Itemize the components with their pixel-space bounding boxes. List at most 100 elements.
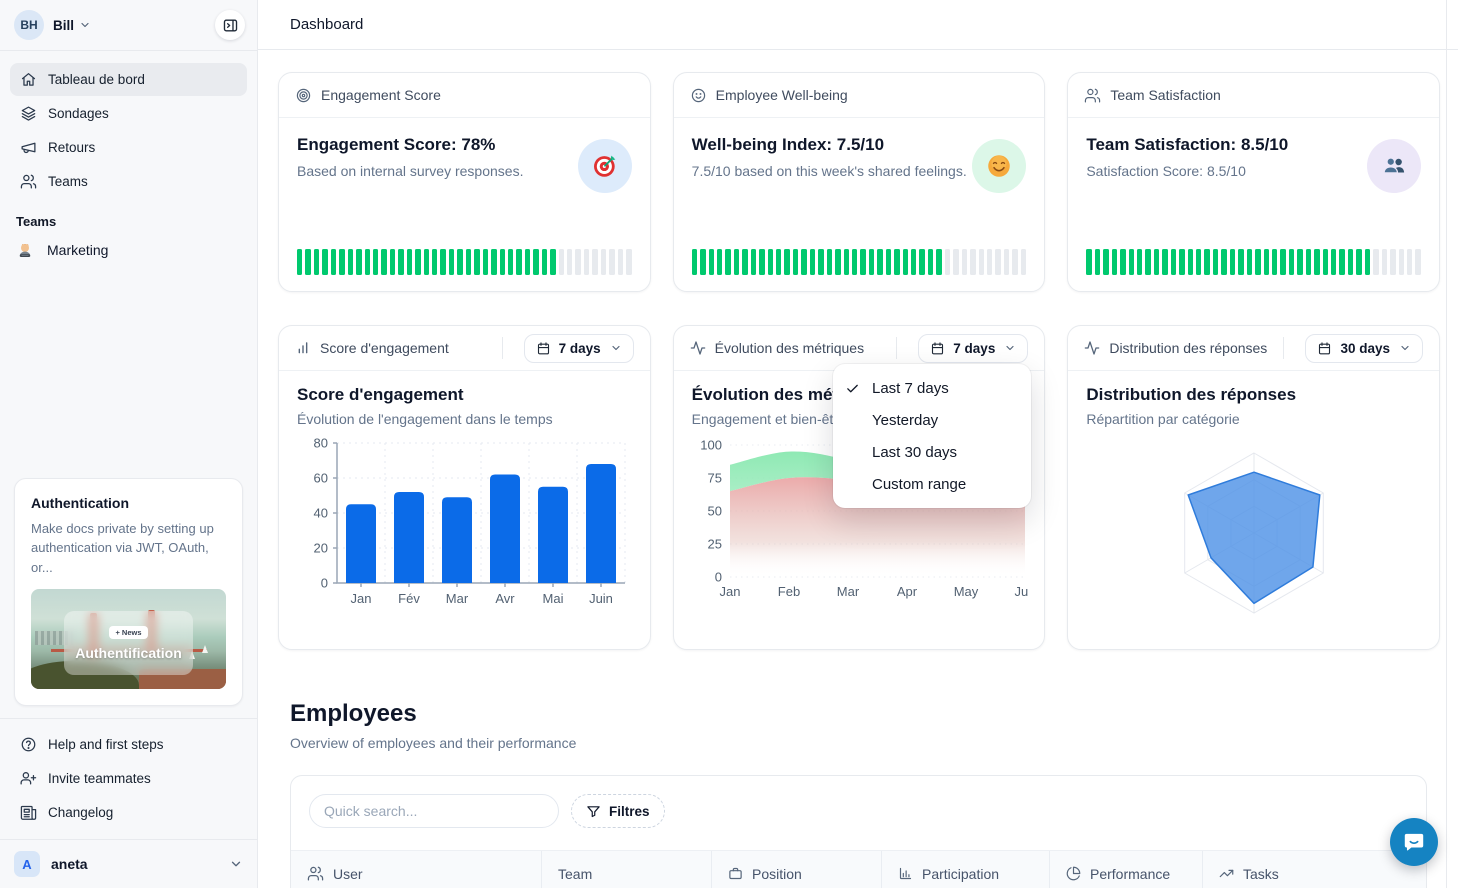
divider xyxy=(501,337,503,359)
sidebar-item-teams[interactable]: Teams xyxy=(10,165,247,198)
avatar[interactable]: BH xyxy=(14,10,44,40)
progress-segment xyxy=(1297,249,1303,275)
promo-image: + News Authentification xyxy=(31,589,226,689)
column-header-label: User xyxy=(333,865,363,882)
progress-segment xyxy=(1288,249,1295,275)
column-header-label: Participation xyxy=(922,865,1000,882)
chevron-down-icon xyxy=(79,19,91,31)
divider xyxy=(896,337,898,359)
sidebar-footer-nav: Help and first steps Invite teammates Chan… xyxy=(0,718,257,839)
progress-segment xyxy=(1331,249,1337,275)
table-toolbar: Filtres xyxy=(291,794,1426,828)
progress-segment xyxy=(364,249,370,275)
filters-button[interactable]: Filtres xyxy=(571,794,665,828)
svg-text:75: 75 xyxy=(707,471,721,486)
menu-item-custom-range[interactable]: Custom range xyxy=(833,468,1031,500)
progress-segment xyxy=(1153,249,1160,275)
sidebar-item-retours[interactable]: Retours xyxy=(10,131,247,164)
card-header: Employee Well-being xyxy=(673,73,1045,118)
team-satisfaction-card: Team Satisfaction Team Satisfaction: 8.5… xyxy=(1067,72,1440,292)
sidebar-item-invite-teammates[interactable]: Invite teammates xyxy=(10,762,247,795)
progress-segment xyxy=(944,249,951,275)
chat-launcher-button[interactable] xyxy=(1390,818,1438,866)
progress-segment xyxy=(1398,249,1404,275)
progress-segment xyxy=(877,249,883,275)
svg-text:May: May xyxy=(953,584,978,599)
progress-segment xyxy=(1364,249,1371,275)
progress-segment xyxy=(1390,249,1396,275)
busts-emoji xyxy=(1366,139,1421,193)
svg-text:Apr: Apr xyxy=(897,584,918,599)
progress-segment xyxy=(970,249,976,275)
progress-segment xyxy=(885,249,892,275)
panel-collapse-icon xyxy=(222,17,239,34)
card-header: Team Satisfaction xyxy=(1068,73,1439,118)
bar-chart-axis-icon xyxy=(898,866,913,881)
user-name[interactable]: Bill xyxy=(53,17,75,33)
chart-subtitle: Évolution de l'engagement dans le temps xyxy=(297,411,553,427)
progress-segment xyxy=(851,249,858,275)
sidebar-collapse-button[interactable] xyxy=(215,10,245,40)
progress-bar xyxy=(1068,249,1439,291)
sidebar-item-help-and-first-steps[interactable]: Help and first steps xyxy=(10,728,247,761)
progress-segment xyxy=(1086,249,1092,275)
progress-segment xyxy=(617,249,624,275)
chart-title: Score d'engagement xyxy=(297,385,464,404)
menu-item-label: Custom range xyxy=(872,475,967,493)
progress-segment xyxy=(330,249,337,275)
chevron-down-icon xyxy=(610,342,622,354)
sidebar-nav: Tableau de bord Sondages Retours Teams xyxy=(0,51,257,199)
progress-segment xyxy=(1347,249,1354,275)
svg-text:0: 0 xyxy=(714,570,721,585)
progress-segment xyxy=(389,249,396,275)
employees-title: Employees xyxy=(290,700,417,727)
workspace-avatar: A xyxy=(14,851,40,877)
stat-title: Well-being Index: 7.5/10 xyxy=(691,135,885,154)
column-header-label: Tasks xyxy=(1243,865,1279,882)
menu-item-last-30-days[interactable]: Last 30 days xyxy=(833,436,1031,468)
chevron-down-icon xyxy=(1004,342,1016,354)
menu-item-label: Last 30 days xyxy=(872,443,958,461)
users-icon xyxy=(307,865,324,882)
date-range-label: 7 days xyxy=(558,340,601,356)
calendar-icon xyxy=(536,341,551,356)
menu-item-yesterday[interactable]: Yesterday xyxy=(833,404,1031,436)
svg-text:Jan: Jan xyxy=(351,591,372,606)
progress-segment xyxy=(1415,249,1421,275)
sidebar-item-marketing[interactable]: Marketing xyxy=(0,234,257,266)
progress-segment xyxy=(767,249,774,275)
progress-segment xyxy=(1012,249,1018,275)
sidebar-item-changelog[interactable]: Changelog xyxy=(10,796,247,829)
promo-body: Make docs private by setting up authenti… xyxy=(31,520,214,575)
date-range-button[interactable]: 30 days xyxy=(1305,333,1423,363)
filters-label: Filtres xyxy=(609,803,650,819)
svg-text:Mar: Mar xyxy=(446,591,469,606)
date-range-button[interactable]: 7 days xyxy=(523,333,634,363)
svg-text:25: 25 xyxy=(707,537,721,552)
svg-text:20: 20 xyxy=(314,541,328,556)
progress-segment xyxy=(398,249,404,275)
sidebar-item-tableau-de-bord[interactable]: Tableau de bord xyxy=(10,63,247,96)
search-input[interactable] xyxy=(309,794,559,828)
progress-segment xyxy=(716,249,723,275)
stat-subtitle: Based on internal survey responses. xyxy=(297,163,524,179)
progress-segment xyxy=(1255,249,1261,275)
card-header-label: Évolution des métriques xyxy=(714,340,865,356)
svg-text:Juin: Juin xyxy=(589,591,613,606)
menu-item-last-7-days[interactable]: Last 7 days xyxy=(833,372,1031,404)
card-body: Score d'engagement Évolution de l'engage… xyxy=(279,371,650,617)
progress-segment xyxy=(725,249,731,275)
scrollbar-track[interactable] xyxy=(1446,0,1447,888)
target-emoji xyxy=(577,139,632,193)
progress-segment xyxy=(339,249,345,275)
authentication-promo-card[interactable]: Authentication Make docs private by sett… xyxy=(14,477,243,706)
column-header-user: User xyxy=(291,851,541,888)
progress-segment xyxy=(609,249,615,275)
workspace-switcher[interactable]: A aneta xyxy=(0,839,257,888)
check-icon xyxy=(845,381,872,396)
sidebar-item-sondages[interactable]: Sondages xyxy=(10,97,247,130)
progress-segment xyxy=(305,249,311,275)
date-range-button[interactable]: 7 days xyxy=(918,333,1029,363)
progress-segment xyxy=(491,249,497,275)
